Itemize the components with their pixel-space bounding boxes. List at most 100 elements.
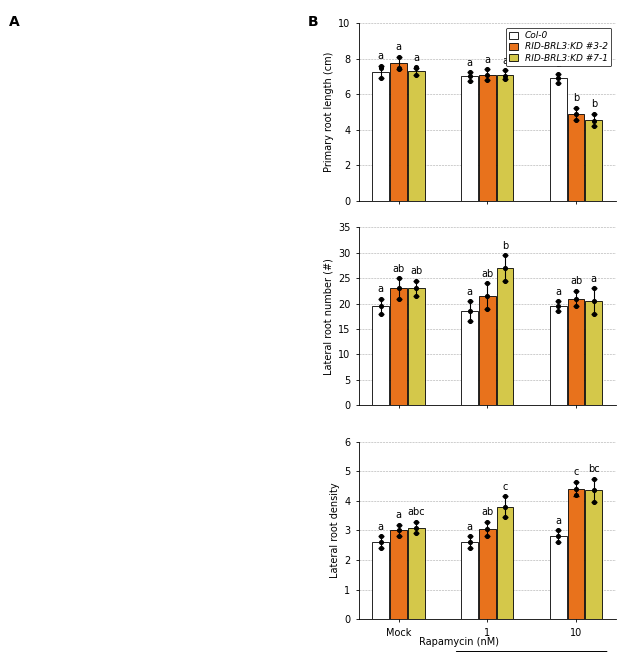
Legend: Col-0, RID-BRL3:KD #3-2, RID-BRL3:KD #7-1: Col-0, RID-BRL3:KD #3-2, RID-BRL3:KD #7-… [506,28,612,67]
Point [553,531,563,542]
Bar [585,120,602,201]
Bar [372,542,389,619]
Bar [568,299,584,405]
Point [500,65,510,76]
Point [589,109,599,119]
Y-axis label: Primary root length (cm): Primary root length (cm) [324,52,334,172]
Point [394,525,404,536]
Point [571,476,581,487]
Point [571,293,581,304]
Point [589,485,599,496]
Point [376,301,386,312]
Point [411,291,422,301]
Point [589,473,599,484]
Point [482,74,492,85]
Point [464,316,474,327]
Point [553,296,563,306]
Bar [585,301,602,405]
Point [376,63,386,73]
Point [464,76,474,86]
Point [464,296,474,306]
Bar [550,306,566,405]
Bar [479,74,496,201]
Point [464,537,474,548]
Text: a: a [378,284,384,294]
Text: a: a [555,287,561,297]
Bar [372,306,389,405]
Point [482,531,492,542]
Bar [390,63,407,201]
Point [500,512,510,523]
Point [464,306,474,316]
Point [571,109,581,119]
Text: a: a [378,51,384,61]
Point [589,121,599,132]
Point [394,64,404,74]
Point [376,61,386,71]
Point [589,283,599,294]
Point [482,278,492,289]
Bar [550,78,566,201]
Bar [408,71,425,201]
Point [394,283,404,294]
Point [482,524,492,534]
Bar [390,530,407,619]
Text: a: a [467,287,472,297]
Text: a: a [467,57,472,68]
Point [500,275,510,286]
Point [500,71,510,82]
Point [394,531,404,542]
Point [394,51,404,62]
Text: a: a [485,55,490,65]
Point [500,501,510,512]
Point [589,497,599,507]
Bar [461,76,478,201]
Text: c: c [502,482,508,492]
Text: A: A [9,15,20,29]
Point [553,69,563,79]
Point [411,61,422,72]
Point [500,263,510,273]
Bar [497,507,514,619]
Point [500,74,510,84]
Point [482,303,492,314]
Point [589,296,599,306]
Point [411,283,422,294]
Text: c: c [573,467,578,477]
Point [411,517,422,527]
Text: a: a [413,53,419,63]
Bar [479,529,496,619]
Text: a: a [555,516,561,526]
Point [553,301,563,312]
Text: ab: ab [570,277,582,287]
Text: abc: abc [408,507,425,517]
Text: a: a [396,510,401,520]
Point [394,63,404,73]
Bar [408,527,425,619]
Point [571,484,581,494]
Bar [372,72,389,201]
Text: b: b [502,241,508,251]
Text: Rapamycin (nM): Rapamycin (nM) [418,637,498,647]
Point [376,308,386,319]
Point [500,491,510,501]
Point [394,293,404,304]
Point [553,306,563,316]
Point [464,67,474,77]
Point [376,293,386,304]
Text: a: a [467,522,472,532]
Text: ab: ab [410,266,422,276]
Point [553,77,563,88]
Point [553,537,563,548]
Bar [461,311,478,405]
Point [376,73,386,84]
Point [411,63,422,73]
Point [571,285,581,296]
Point [464,543,474,554]
Bar [550,536,566,619]
Bar [497,268,514,405]
Point [500,250,510,260]
Text: B: B [308,15,319,29]
Bar [408,289,425,405]
Point [553,525,563,536]
